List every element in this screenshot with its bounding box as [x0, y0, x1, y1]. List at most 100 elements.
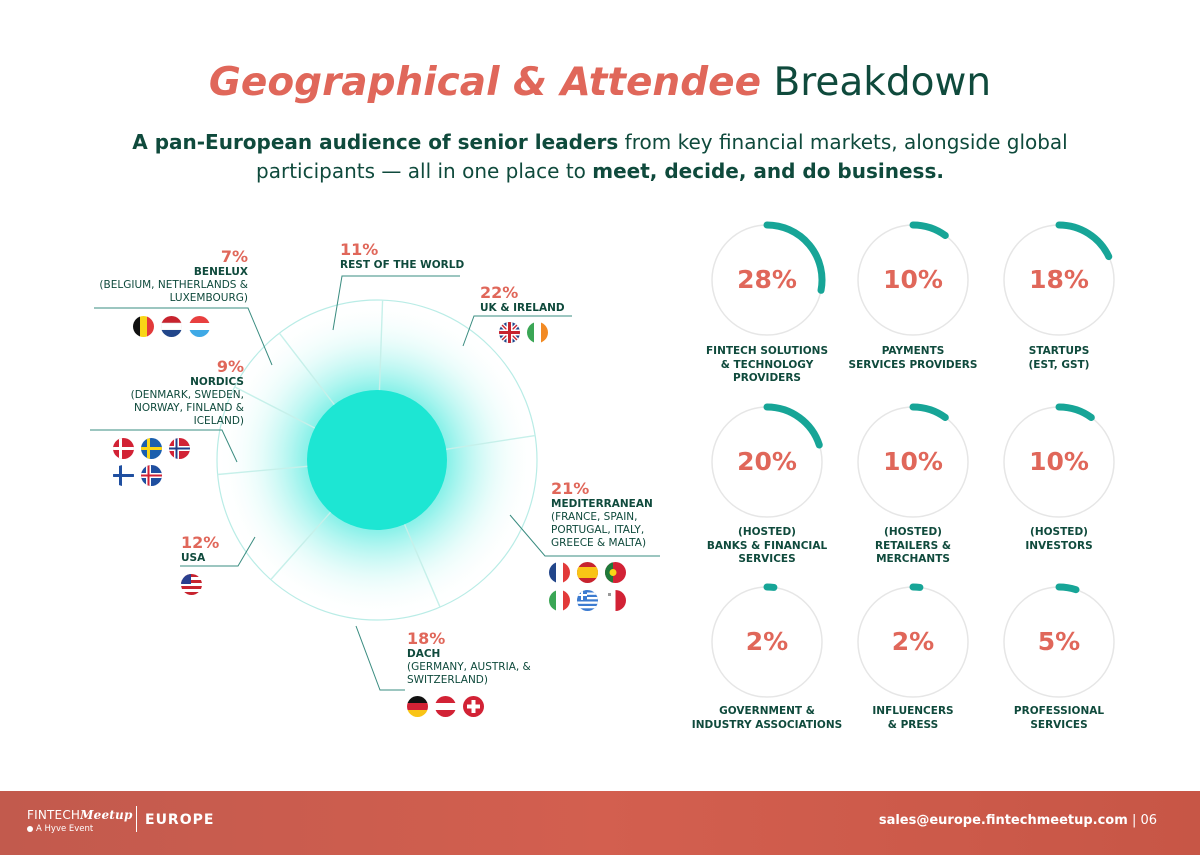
italy-flag	[549, 590, 570, 611]
malta-flag	[605, 590, 626, 611]
netherlands-flag	[161, 316, 182, 337]
spain-flag	[577, 562, 598, 583]
footer-bar	[0, 791, 1200, 855]
nordics-name: NORDICS	[190, 376, 244, 388]
sweden-flag	[141, 438, 162, 459]
gauge-ring	[711, 221, 826, 336]
slice-divider	[217, 465, 308, 476]
subtitle-bold-2: meet, decide, and do business.	[592, 159, 944, 183]
germany-flag	[407, 696, 428, 717]
usa-name: USA	[181, 552, 206, 564]
gauge-arc	[1055, 583, 1080, 594]
gauge-ring	[857, 221, 969, 336]
gauge-label: (HOSTED) BANKS & FINANCIAL SERVICES	[706, 526, 828, 565]
gauge-label: GOVERNMENT & INDUSTRY ASSOCIATIONS	[691, 705, 843, 731]
label-rest-of-world: 11% REST OF THE WORLD	[340, 240, 464, 272]
uk-ireland-name: UK & IRELAND	[480, 302, 565, 314]
label-benelux: 7% BENELUX (BELGIUM, NETHERLANDS & LUXEM…	[78, 247, 248, 305]
slice-divider	[403, 524, 441, 608]
rest-of-world-name: REST OF THE WORLD	[340, 259, 465, 271]
gauge-arc	[763, 403, 823, 449]
switzerland-flag	[463, 696, 484, 717]
subtitle-bold-1: A pan-European audience of senior leader…	[132, 130, 619, 154]
inner-circle	[307, 390, 447, 530]
gauge-percent: 10%	[883, 447, 943, 476]
fintech-meetup-logo: FINTECHMeetup A Hyve Event	[27, 808, 133, 835]
hyve-dot-icon	[27, 825, 33, 832]
nordics-percent: 9%	[216, 357, 244, 376]
dach-percent: 18%	[407, 629, 446, 648]
label-mediterranean: 21% MEDITERRANEAN (FRANCE, SPAIN, PORTUG…	[551, 479, 661, 550]
mediterranean-percent: 21%	[551, 479, 590, 498]
label-uk-ireland: 22% UK & IRELAND	[480, 283, 565, 315]
iceland-flag	[141, 465, 162, 486]
uk-ireland-percent: 22%	[480, 283, 519, 302]
gauge-label: STARTUPS (EST, GST)	[1028, 345, 1090, 371]
flags-uk-ireland	[499, 322, 548, 343]
slice-divider	[234, 386, 316, 429]
flags-mediterranean-row1	[549, 562, 626, 583]
title-plain: Breakdown	[773, 60, 992, 105]
page-title: Geographical & Attendee Breakdown	[0, 58, 1200, 108]
flags-dach	[407, 696, 484, 717]
gauge-label: PROFESSIONAL SERVICES	[1013, 705, 1105, 731]
subtitle-text: from key financial markets, alongside gl…	[256, 130, 1068, 183]
gauge-arc	[909, 403, 949, 422]
gauge-label: (HOSTED) INVESTORS	[1025, 526, 1093, 552]
gauge-arc	[763, 221, 826, 294]
flags-nordics-row1	[113, 438, 190, 459]
page-subtitle: A pan-European audience of senior leader…	[100, 128, 1100, 186]
flags-usa	[181, 574, 202, 595]
flags-benelux	[133, 316, 210, 337]
nordics-detail: (DENMARK, SWEDEN, NORWAY, FINLAND & ICEL…	[130, 389, 244, 427]
belgium-flag	[133, 316, 154, 337]
mediterranean-name: MEDITERRANEAN	[551, 498, 653, 510]
dach-name: DACH	[407, 648, 441, 660]
gauge-ring	[711, 403, 823, 518]
gauge-label: FINTECH SOLUTIONS & TECHNOLOGY PROVIDERS	[705, 345, 829, 384]
slice-divider	[378, 300, 384, 391]
footer-divider	[136, 806, 137, 832]
label-dach: 18% DACH (GERMANY, AUSTRIA, & SWITZERLAN…	[407, 629, 542, 687]
geo-breakdown-chart	[90, 275, 660, 691]
flags-nordics-row2	[113, 465, 162, 486]
gauge-arc	[1055, 221, 1113, 261]
benelux-name: BENELUX	[193, 266, 248, 278]
page-number: | 06	[1131, 813, 1157, 828]
gauge-percent: 5%	[1037, 627, 1081, 656]
slice-divider	[270, 511, 332, 581]
luxembourg-flag	[189, 316, 210, 337]
portugal-flag	[605, 562, 626, 583]
gauge-ring	[711, 583, 823, 698]
gauge-label: PAYMENTS SERVICES PROVIDERS	[848, 345, 978, 371]
greece-flag	[577, 590, 598, 611]
slice-divider	[446, 434, 536, 450]
gauge-label: INFLUENCERS & PRESS	[872, 705, 954, 731]
gauge-ring	[1003, 221, 1115, 336]
norway-flag	[169, 438, 190, 459]
leader-line-nordics	[90, 429, 238, 463]
benelux-detail: (BELGIUM, NETHERLANDS & LUXEMBOURG)	[99, 279, 248, 304]
gauge-percent: 2%	[745, 627, 789, 656]
slice-divider	[278, 332, 335, 405]
leader-line-mediterranean	[509, 514, 660, 557]
gauge-arc	[909, 221, 949, 240]
mediterranean-detail: (FRANCE, SPAIN, PORTUGAL, ITALY, GREECE …	[551, 511, 647, 549]
dach-detail: (GERMANY, AUSTRIA, & SWITZERLAND)	[407, 661, 531, 686]
gauge-percent: 28%	[737, 265, 797, 294]
gauge-ring	[857, 403, 969, 518]
title-accent: Geographical & Attendee	[208, 60, 762, 105]
logo-main-text: FINTECH	[27, 808, 81, 822]
logo-script-text: Meetup	[80, 808, 133, 822]
gauge-percent: 10%	[1029, 447, 1089, 476]
logo-tagline: A Hyve Event	[36, 824, 94, 834]
usa-percent: 12%	[181, 533, 220, 552]
leader-line-rest-of-world	[332, 275, 460, 331]
uk-flag	[499, 322, 520, 343]
footer-email[interactable]: sales@europe.fintechmeetup.com	[878, 813, 1128, 828]
gauge-ring	[1003, 403, 1115, 518]
gauge-percent: 18%	[1029, 265, 1089, 294]
leader-line-dach	[355, 625, 405, 691]
usa-flag	[181, 574, 202, 595]
gauge-ring	[1003, 583, 1115, 698]
